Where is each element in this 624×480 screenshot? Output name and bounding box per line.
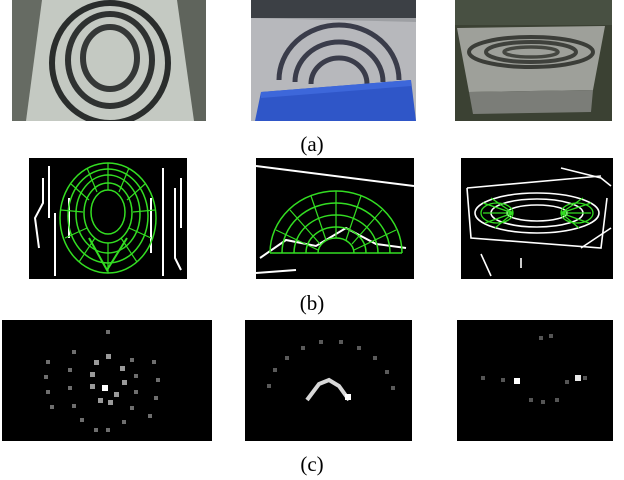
edges-left (29, 158, 187, 279)
photo-middle (251, 0, 416, 121)
votes-left (2, 320, 212, 441)
caption-a: (a) (300, 132, 324, 156)
caption-c: (c) (300, 452, 324, 476)
caption-b: (b) (299, 291, 325, 315)
edges-right (461, 158, 613, 279)
votes-right (457, 320, 613, 441)
votes-middle (245, 320, 412, 441)
photo-left (12, 0, 206, 121)
edges-middle (256, 158, 414, 279)
photo-right (455, 0, 612, 121)
